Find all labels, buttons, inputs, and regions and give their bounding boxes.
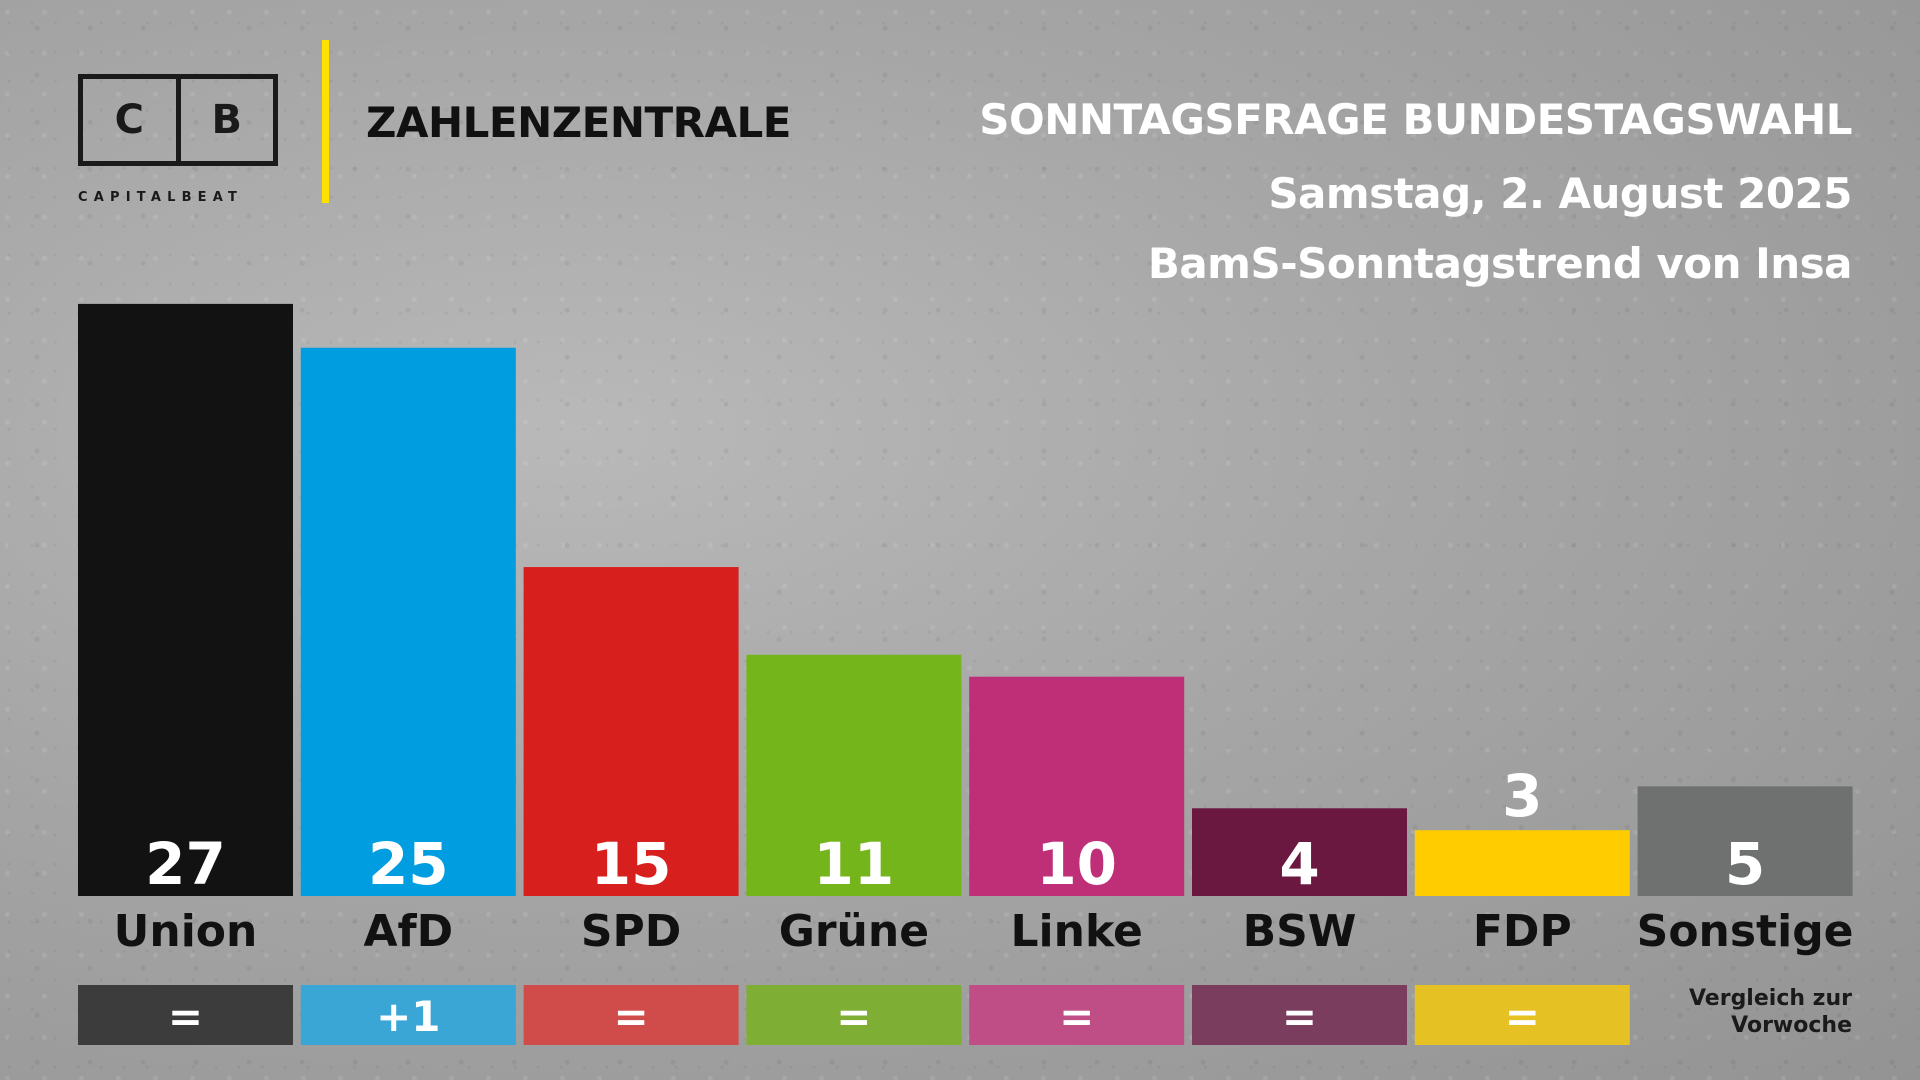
change-label-1: +1: [376, 992, 440, 1041]
header-divider: [322, 40, 329, 203]
bar-3: [746, 654, 962, 896]
compare-note: Vergleich zur Vorwoche: [1689, 985, 1852, 1039]
category-label-3: Grüne: [779, 906, 929, 957]
change-box-0: [78, 985, 293, 1045]
change-box-1: [300, 985, 516, 1045]
category-label-5: BSW: [1243, 906, 1357, 957]
category-label-0: Union: [114, 906, 258, 957]
change-box-6: [1414, 985, 1630, 1045]
value-label-1: 25: [368, 830, 449, 898]
chart-title: SONNTAGSFRAGE BUNDESTAGSWAHL: [979, 95, 1852, 144]
category-label-6: FDP: [1473, 906, 1572, 957]
change-label-6: =: [1505, 992, 1540, 1041]
bar-2: [523, 567, 739, 896]
logo-letter-c: C: [114, 97, 144, 143]
bar-5: [1192, 808, 1407, 896]
category-label-1: AfD: [363, 906, 453, 957]
change-label-0: =: [168, 992, 203, 1041]
bar-1: [300, 347, 516, 896]
compare-note-line-1: Vergleich zur: [1688, 986, 1852, 1011]
change-label-4: =: [1059, 992, 1094, 1041]
value-label-3: 11: [814, 830, 895, 898]
bar-7: [1637, 786, 1853, 896]
logo-wordmark: CAPITALBEAT: [78, 190, 244, 205]
value-label-4: 10: [1036, 830, 1117, 898]
category-label-4: Linke: [1011, 906, 1143, 957]
value-label-5: 4: [1279, 830, 1319, 898]
change-box-2: [523, 985, 739, 1045]
bar-4: [969, 676, 1185, 896]
chart-header: SONNTAGSFRAGE BUNDESTAGSWAHL Samstag, 2.…: [979, 94, 1852, 290]
change-label-2: =: [613, 992, 648, 1041]
bar-0: [78, 303, 293, 896]
bar-6: [1414, 830, 1630, 896]
value-label-6: 3: [1502, 762, 1542, 830]
value-label-2: 15: [591, 830, 672, 898]
category-label-2: SPD: [581, 906, 681, 957]
change-box-5: [1192, 985, 1407, 1045]
category-label-7: Sonstige: [1637, 906, 1854, 957]
compare-note-line-2: Vorwoche: [1731, 1013, 1852, 1038]
chart-source: BamS-Sonntagstrend von Insa: [1147, 239, 1853, 288]
value-label-0: 27: [145, 830, 226, 898]
chart-date: Samstag, 2. August 2025: [1268, 169, 1852, 218]
change-label-5: =: [1282, 992, 1317, 1041]
section-title: ZAHLENZENTRALE: [366, 98, 791, 147]
change-box-3: [746, 985, 962, 1045]
value-label-7: 5: [1725, 830, 1765, 898]
capitalbeat-logo: C B: [78, 74, 278, 166]
change-box-4: [969, 985, 1185, 1045]
change-label-3: =: [836, 992, 871, 1041]
logo-letter-b: B: [175, 79, 274, 161]
